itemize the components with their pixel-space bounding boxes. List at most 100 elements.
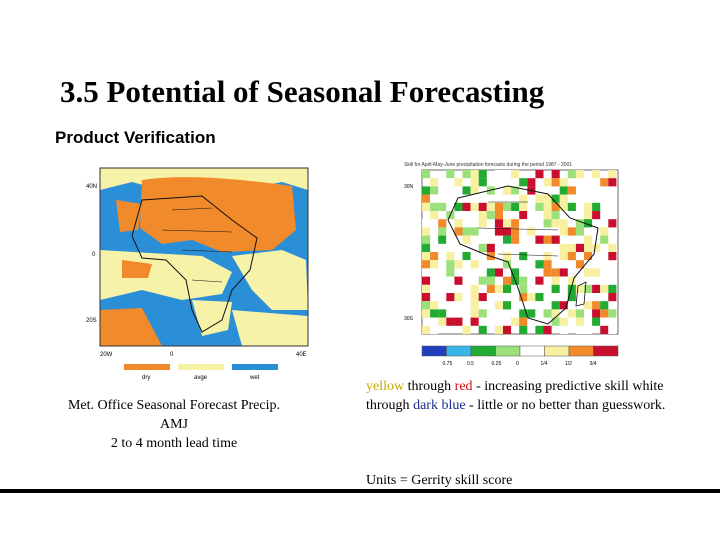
skill-cell: [454, 219, 463, 228]
skill-cell: [422, 268, 431, 277]
lat-label-top: 40N: [86, 184, 97, 190]
colorbar-tick-label: 3/4: [590, 361, 597, 367]
skill-cell: [478, 325, 487, 334]
skill-cell: [430, 325, 439, 334]
skill-cell: [608, 219, 617, 228]
skill-cell: [559, 309, 568, 318]
skill-cell: [527, 293, 536, 302]
skill-colorbar-ticks: 0.75 0.5 0.25 0 1/4 1/2 3/4: [443, 361, 597, 367]
skill-cell: [470, 227, 479, 236]
skill-cell: [422, 284, 431, 293]
lon-label-left: 20W: [100, 352, 113, 358]
skill-cell: [559, 194, 568, 203]
colorbar-swatch: [446, 345, 472, 357]
skill-cell: [584, 186, 593, 195]
skill-cell: [519, 211, 528, 220]
skill-cell: [519, 186, 528, 195]
skill-cell: [470, 202, 479, 211]
skill-cell: [422, 260, 431, 269]
skill-cell: [438, 235, 447, 244]
skill-cell: [503, 170, 512, 179]
skill-cell: [494, 202, 503, 211]
skill-cell: [438, 178, 447, 187]
skill-cell: [486, 260, 495, 269]
skill-cell: [470, 293, 479, 302]
skill-cell: [478, 243, 487, 252]
skill-cell: [503, 235, 512, 244]
skill-cell: [575, 317, 584, 326]
skill-cell: [446, 202, 455, 211]
skill-cell: [567, 170, 576, 179]
skill-cell: [462, 194, 471, 203]
skill-cell: [608, 202, 617, 211]
skill-cell: [494, 325, 503, 334]
skill-cell: [519, 284, 528, 293]
skill-cell: [478, 202, 487, 211]
skill-cell: [422, 194, 431, 203]
skill-cell: [535, 260, 544, 269]
skill-cell: [559, 317, 568, 326]
skill-cell: [584, 235, 593, 244]
skill-cell: [486, 268, 495, 277]
skill-cell: [567, 252, 576, 261]
skill-colorbar: [421, 345, 619, 357]
skill-cell: [608, 325, 617, 334]
skill-cell: [503, 243, 512, 252]
skill-cell: [422, 170, 431, 179]
skill-cell: [454, 293, 463, 302]
skill-cell: [454, 309, 463, 318]
skill-cell: [438, 317, 447, 326]
skill-cell: [446, 317, 455, 326]
skill-cell: [584, 268, 593, 277]
skill-cell: [527, 227, 536, 236]
skill-cell: [470, 178, 479, 187]
skill-cell: [551, 268, 560, 277]
skill-cell: [494, 227, 503, 236]
legend-swatch-dry: [124, 364, 170, 370]
skill-cell: [511, 317, 520, 326]
skill-cell: [519, 202, 528, 211]
skill-cell: [535, 202, 544, 211]
skill-cell: [478, 252, 487, 261]
skill-cell: [422, 202, 431, 211]
skill-cell: [446, 235, 455, 244]
skill-cell: [494, 219, 503, 228]
skill-cell: [478, 284, 487, 293]
skill-cell: [470, 268, 479, 277]
colorbar-swatch: [421, 345, 447, 357]
skill-cell: [494, 284, 503, 293]
skill-cell: [454, 227, 463, 236]
skill-cell: [527, 301, 536, 310]
skill-cell: [446, 268, 455, 277]
skill-cell: [430, 211, 439, 220]
skill-cell: [454, 178, 463, 187]
skill-cell: [551, 178, 560, 187]
skill-cell: [430, 309, 439, 318]
skill-cell: [503, 186, 512, 195]
skill-cell: [462, 235, 471, 244]
skill-cell: [608, 252, 617, 261]
skill-cell: [551, 293, 560, 302]
skill-cell: [519, 219, 528, 228]
skill-map-title: Skill for April-May-June precipitation f…: [404, 162, 572, 168]
skill-cell: [567, 276, 576, 285]
skill-cell: [592, 202, 601, 211]
description-text-1: through: [404, 379, 455, 394]
skill-cell: [478, 293, 487, 302]
skill-cell: [527, 178, 536, 187]
skill-cell: [551, 317, 560, 326]
skill-cell: [478, 186, 487, 195]
skill-cell: [519, 194, 528, 203]
skill-cell: [600, 301, 609, 310]
skill-cell: [503, 293, 512, 302]
color-word-yellow: yellow: [366, 379, 405, 394]
skill-cell: [535, 194, 544, 203]
colorbar-tick-label: 0.5: [467, 361, 474, 367]
skill-cell: [575, 235, 584, 244]
skill-cell: [430, 317, 439, 326]
skill-cell: [559, 252, 568, 261]
skill-cell: [462, 276, 471, 285]
skill-cell: [575, 194, 584, 203]
skill-cell: [519, 268, 528, 277]
skill-cell: [494, 301, 503, 310]
